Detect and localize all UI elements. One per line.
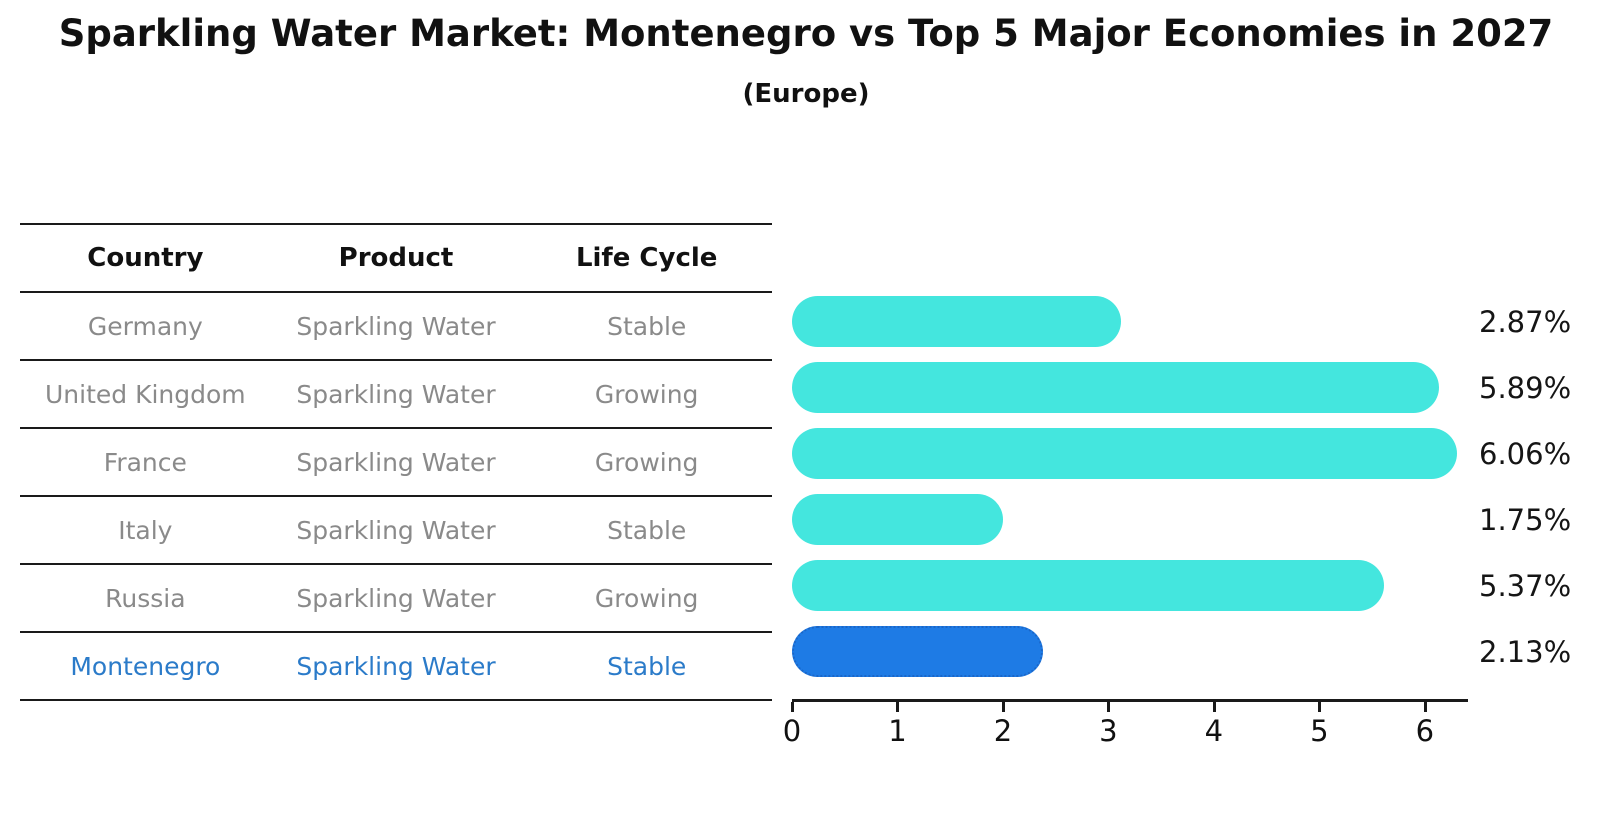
country-table: Country Product Life Cycle Germany Spark…: [20, 223, 772, 701]
x-tick-mark: [791, 702, 794, 712]
bar-row: 5.89%: [792, 355, 1571, 421]
x-tick-label: 0: [782, 714, 802, 748]
x-axis-line: [792, 699, 1468, 702]
x-tick-label: 3: [1099, 714, 1118, 748]
column-header-life-cycle: Life Cycle: [575, 243, 718, 273]
bar-row: 2.87%: [792, 289, 1571, 355]
cell-life-cycle: Growing: [594, 447, 699, 477]
table-row: Russia Sparkling Water Growing: [20, 563, 772, 631]
bar-russia: [792, 560, 1385, 611]
value-label: 2.13%: [1479, 635, 1572, 669]
cell-life-cycle: Growing: [594, 583, 699, 613]
cell-product: Sparkling Water: [296, 379, 496, 409]
bar-row: 1.75%: [792, 487, 1571, 553]
table-header-row: Country Product Life Cycle: [20, 223, 772, 291]
cell-country: France: [103, 447, 187, 477]
bar-montenegro: [792, 626, 1043, 677]
x-tick-mark: [896, 702, 900, 712]
x-tick-label: 6: [1415, 714, 1435, 748]
column-header-country: Country: [87, 243, 204, 273]
x-tick-mark: [1001, 702, 1005, 712]
cell-country: United Kingdom: [45, 379, 246, 409]
cell-country: Montenegro: [70, 651, 221, 681]
table-row-montenegro: Montenegro Sparkling Water Stable: [20, 631, 772, 701]
value-label: 5.37%: [1479, 569, 1572, 603]
value-label: 2.87%: [1479, 305, 1572, 339]
bar-united-kingdom: [792, 362, 1440, 413]
cell-product: Sparkling Water: [296, 447, 496, 477]
table-row: United Kingdom Sparkling Water Growing: [20, 359, 772, 427]
value-label: 6.06%: [1479, 437, 1572, 471]
cell-country: Germany: [87, 311, 203, 341]
table-row: Italy Sparkling Water Stable: [20, 495, 772, 563]
x-axis-ticks: 0 1 2 3 4 5 6: [783, 702, 1468, 762]
x-tick-label: 4: [1204, 714, 1224, 748]
x-tick-mark: [1212, 702, 1216, 712]
cell-product: Sparkling Water: [296, 311, 496, 341]
cell-product: Sparkling Water: [296, 515, 496, 545]
x-tick-label: 2: [993, 714, 1013, 748]
bar-row: 2.13%: [792, 619, 1571, 685]
column-header-product: Product: [338, 243, 454, 273]
chart-subtitle: (Europe): [742, 79, 870, 109]
cell-life-cycle: Stable: [607, 651, 687, 681]
bar-chart: 2.87% 5.89% 6.06% 1.75% 5.37% 2.13%: [792, 289, 1571, 685]
x-tick-mark: [1107, 702, 1111, 712]
x-tick-mark: [1318, 702, 1322, 712]
bar-row: 6.06%: [792, 421, 1571, 487]
x-tick-label: 5: [1310, 714, 1329, 748]
cell-country: Italy: [118, 515, 173, 545]
value-label: 1.75%: [1479, 503, 1572, 537]
x-tick-label: 1: [888, 714, 907, 748]
cell-life-cycle: Growing: [594, 379, 699, 409]
cell-life-cycle: Stable: [607, 515, 687, 545]
bar-italy: [792, 494, 1003, 545]
cell-product: Sparkling Water: [296, 651, 496, 681]
cell-country: Russia: [105, 583, 186, 613]
table-row: France Sparkling Water Growing: [20, 427, 772, 495]
bar-france: [792, 428, 1458, 479]
cell-product: Sparkling Water: [296, 583, 496, 613]
value-label: 5.89%: [1479, 371, 1572, 405]
bar-row: 5.37%: [792, 553, 1571, 619]
bar-germany: [792, 296, 1121, 347]
x-tick-mark: [1423, 702, 1427, 712]
table-row: Germany Sparkling Water Stable: [20, 291, 772, 359]
cell-life-cycle: Stable: [607, 311, 687, 341]
chart-title: Sparkling Water Market: Montenegro vs To…: [58, 12, 1554, 55]
